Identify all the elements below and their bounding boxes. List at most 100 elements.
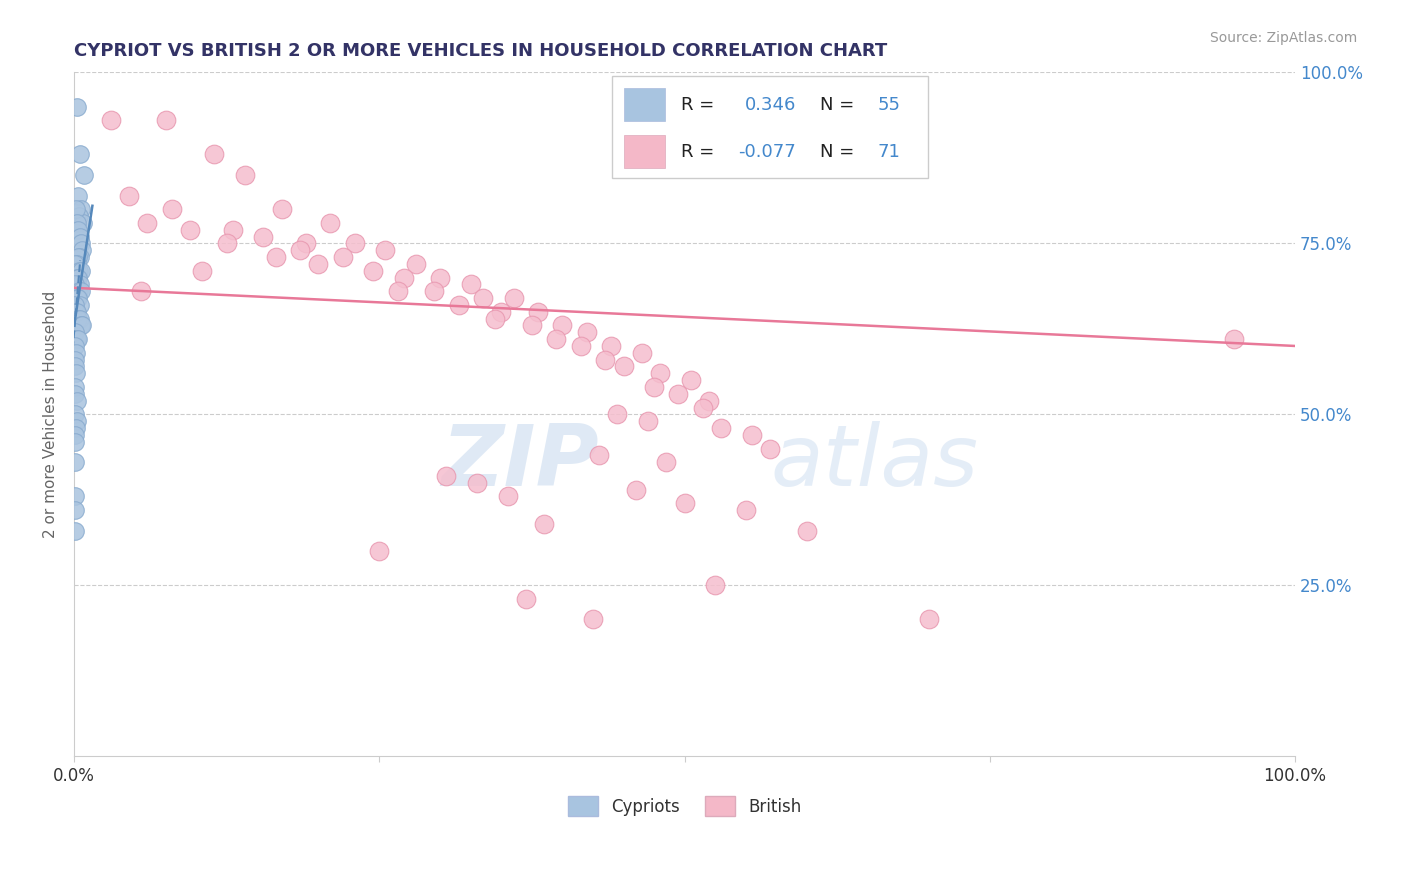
- Point: [582, 613, 605, 627]
- Point: [650, 367, 672, 381]
- Point: [405, 257, 427, 271]
- Point: [67, 223, 90, 237]
- Point: [67, 311, 90, 326]
- Point: [63, 380, 86, 394]
- Point: [70, 202, 93, 217]
- FancyBboxPatch shape: [624, 136, 665, 168]
- Point: [179, 223, 201, 237]
- Point: [465, 475, 488, 490]
- Point: [63, 490, 86, 504]
- Point: [387, 285, 409, 299]
- Point: [65, 257, 87, 271]
- Point: [66, 250, 89, 264]
- Point: [233, 168, 256, 182]
- Point: [65, 326, 87, 340]
- FancyBboxPatch shape: [612, 76, 928, 178]
- Point: [520, 318, 543, 333]
- Point: [65, 393, 87, 408]
- Point: [70, 285, 93, 299]
- Point: [63, 524, 86, 538]
- Text: CYPRIOT VS BRITISH 2 OR MORE VEHICLES IN HOUSEHOLD CORRELATION CHART: CYPRIOT VS BRITISH 2 OR MORE VEHICLES IN…: [75, 42, 887, 60]
- Point: [264, 250, 287, 264]
- Point: [70, 244, 93, 258]
- Point: [332, 250, 354, 264]
- Point: [129, 285, 152, 299]
- Point: [69, 318, 91, 333]
- Text: -0.077: -0.077: [738, 143, 796, 161]
- Point: [69, 250, 91, 264]
- Point: [70, 264, 93, 278]
- Point: [69, 298, 91, 312]
- Point: [63, 434, 86, 449]
- Point: [69, 311, 91, 326]
- Text: N =: N =: [821, 143, 855, 161]
- Point: [63, 352, 86, 367]
- Point: [118, 188, 141, 202]
- Text: R =: R =: [682, 95, 714, 113]
- Text: R =: R =: [682, 143, 714, 161]
- Point: [67, 209, 90, 223]
- Point: [65, 359, 87, 374]
- Point: [759, 442, 782, 456]
- Point: [361, 264, 384, 278]
- Point: [637, 414, 659, 428]
- Point: [67, 285, 90, 299]
- Text: ZIP: ZIP: [441, 421, 599, 504]
- Point: [710, 421, 733, 435]
- Point: [100, 113, 122, 128]
- Point: [66, 270, 89, 285]
- Point: [491, 305, 513, 319]
- Point: [734, 503, 756, 517]
- Text: Source: ZipAtlas.com: Source: ZipAtlas.com: [1209, 31, 1357, 45]
- Point: [343, 236, 366, 251]
- Point: [673, 496, 696, 510]
- Point: [65, 332, 87, 346]
- Y-axis label: 2 or more Vehicles in Household: 2 or more Vehicles in Household: [44, 291, 58, 538]
- Point: [155, 113, 177, 128]
- Point: [319, 216, 342, 230]
- Point: [65, 277, 87, 292]
- Point: [288, 244, 311, 258]
- Point: [204, 147, 226, 161]
- Point: [65, 408, 87, 422]
- Point: [460, 277, 482, 292]
- Point: [69, 277, 91, 292]
- Point: [569, 339, 592, 353]
- Point: [65, 503, 87, 517]
- Point: [222, 223, 245, 237]
- Point: [551, 318, 574, 333]
- Point: [65, 455, 87, 469]
- Point: [593, 352, 616, 367]
- FancyBboxPatch shape: [624, 88, 665, 121]
- Point: [191, 264, 214, 278]
- Point: [69, 236, 91, 251]
- Point: [295, 236, 318, 251]
- Point: [73, 168, 96, 182]
- Point: [65, 291, 87, 305]
- Point: [65, 339, 87, 353]
- Point: [436, 469, 458, 483]
- Point: [918, 613, 941, 627]
- Point: [65, 421, 87, 435]
- Point: [252, 229, 274, 244]
- Point: [429, 270, 451, 285]
- Point: [643, 380, 665, 394]
- Point: [66, 332, 89, 346]
- Point: [215, 236, 238, 251]
- Point: [575, 326, 598, 340]
- Point: [136, 216, 159, 230]
- Point: [655, 455, 678, 469]
- Point: [65, 100, 87, 114]
- Point: [307, 257, 329, 271]
- Point: [496, 490, 519, 504]
- Point: [588, 449, 610, 463]
- Point: [66, 216, 89, 230]
- Text: atlas: atlas: [770, 421, 979, 504]
- Point: [527, 305, 550, 319]
- Point: [484, 311, 506, 326]
- Point: [612, 359, 634, 374]
- Point: [606, 408, 628, 422]
- Point: [368, 544, 391, 558]
- Point: [600, 339, 623, 353]
- Text: 0.346: 0.346: [745, 95, 796, 113]
